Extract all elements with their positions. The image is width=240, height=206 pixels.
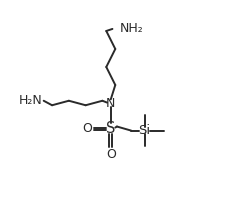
Text: Si: Si — [138, 124, 151, 137]
Text: O: O — [82, 122, 92, 135]
Text: N: N — [106, 96, 115, 110]
Text: H₂N: H₂N — [19, 94, 43, 107]
Text: S: S — [106, 121, 115, 136]
Text: NH₂: NH₂ — [120, 22, 143, 35]
Text: O: O — [106, 148, 116, 161]
